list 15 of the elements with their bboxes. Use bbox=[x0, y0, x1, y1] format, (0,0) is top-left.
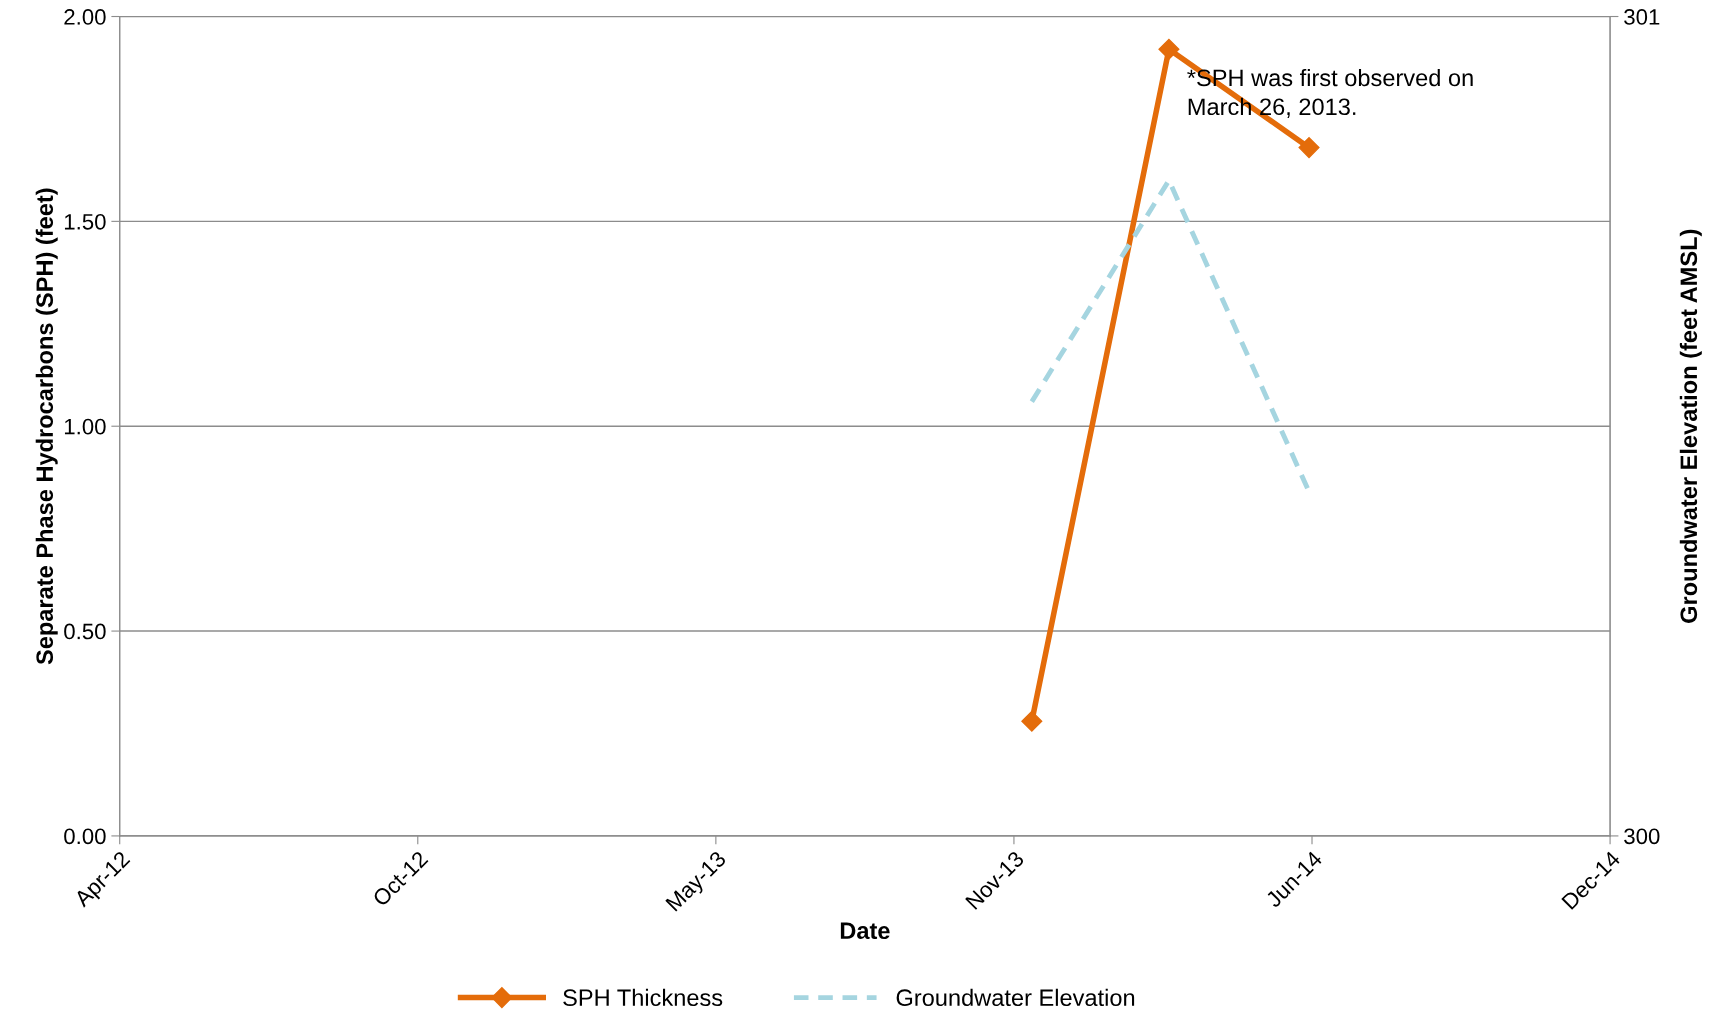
y-tick-label: 0.00 bbox=[64, 828, 106, 845]
y-tick-label: 1.50 bbox=[64, 213, 106, 230]
y-tick-label: 2.00 bbox=[64, 9, 106, 25]
y-tick-label: 1.00 bbox=[64, 418, 106, 435]
y2-tick-label: 301 bbox=[1624, 9, 1660, 25]
x-axis-title: Date bbox=[840, 922, 890, 940]
point bbox=[1158, 38, 1180, 60]
legend-label: Groundwater Elevation bbox=[896, 988, 1135, 1007]
point bbox=[1298, 137, 1320, 159]
y2-tick-label: 300 bbox=[1624, 828, 1660, 845]
legend-label: SPH Thickness bbox=[563, 988, 723, 1007]
point bbox=[1021, 710, 1043, 732]
y-tick-label: 0.50 bbox=[64, 623, 106, 640]
y2-axis-title: Groundwater Elevation (feet AMSL) bbox=[1679, 229, 1702, 623]
y-axis-title: Separate Phase Hydrocarbons (SPH) (feet) bbox=[35, 188, 58, 665]
